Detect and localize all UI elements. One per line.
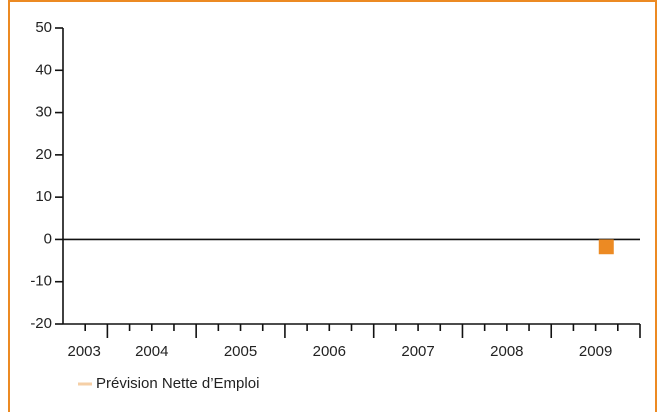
y-tick-label: 0 <box>44 230 52 247</box>
x-tick-label: 2009 <box>579 343 612 360</box>
x-tick-label: 2004 <box>135 343 168 360</box>
bar <box>598 239 614 255</box>
y-tick-label: 20 <box>35 146 52 163</box>
y-tick-label: -20 <box>30 315 52 332</box>
x-tick-label: 2005 <box>224 343 257 360</box>
x-tick-label: 2007 <box>401 343 434 360</box>
frame <box>8 0 657 412</box>
y-tick-label: 50 <box>35 19 52 36</box>
y-tick-label: 10 <box>35 188 52 205</box>
x-tick-label: 2006 <box>313 343 346 360</box>
x-tick-label: 2008 <box>490 343 523 360</box>
y-tick-label: 40 <box>35 61 52 78</box>
y-tick-label: 30 <box>35 104 52 121</box>
x-tick-label: 2003 <box>68 343 101 360</box>
y-tick-label: -10 <box>30 273 52 290</box>
legend-label: Prévision Nette d’Emploi <box>96 375 259 392</box>
